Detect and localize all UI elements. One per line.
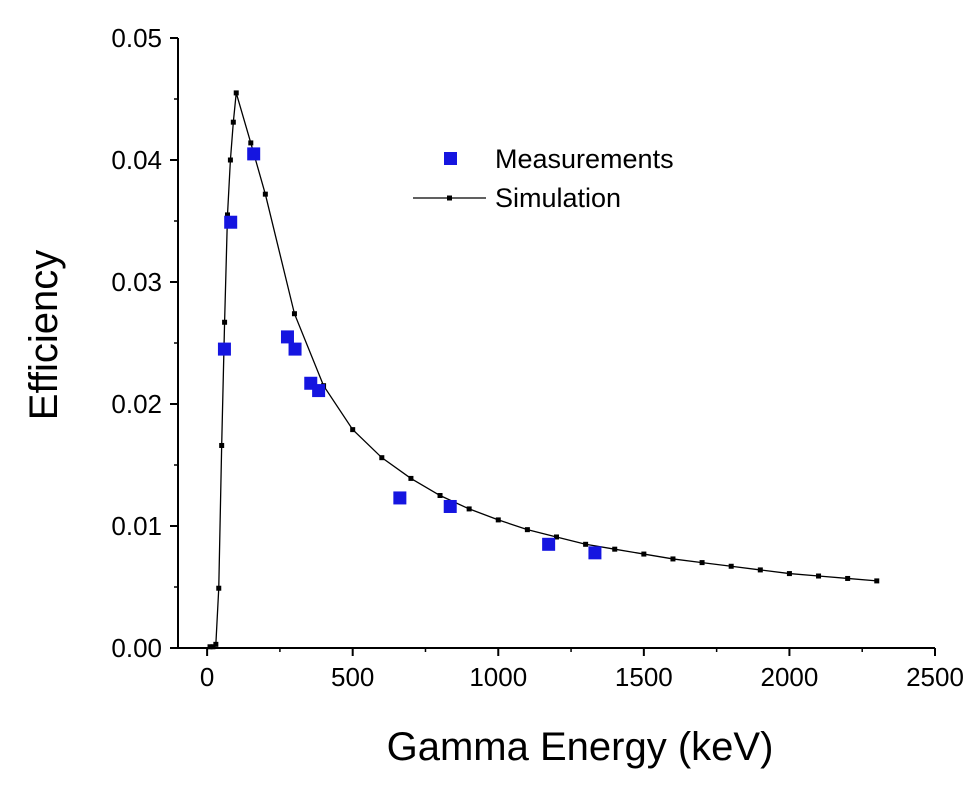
simulation-point <box>466 506 472 512</box>
simulation-point <box>230 119 236 125</box>
y-tick-label: 0.00 <box>111 633 162 663</box>
legend-simulation-marker <box>447 195 452 201</box>
measurement-point <box>217 342 231 356</box>
measurement-point <box>588 546 602 560</box>
simulation-point <box>641 551 647 557</box>
simulation-point <box>845 575 851 581</box>
simulation-point <box>216 585 222 591</box>
simulation-point <box>213 641 219 647</box>
measurement-point <box>288 342 302 356</box>
simulation-point <box>350 427 356 433</box>
measurement-point <box>443 499 457 513</box>
series-layer <box>207 90 880 650</box>
simulation-point <box>786 571 792 577</box>
simulation-point <box>291 311 297 317</box>
y-tick-label: 0.01 <box>111 511 162 541</box>
simulation-point <box>210 644 216 650</box>
y-tick-label: 0.05 <box>111 23 162 53</box>
simulation-point <box>816 573 822 579</box>
simulation-point <box>379 455 385 461</box>
measurement-point <box>393 491 407 505</box>
x-tick-label: 2500 <box>906 662 964 692</box>
simulation-point <box>408 475 414 481</box>
simulation-point <box>495 517 501 523</box>
simulation-point <box>227 157 233 163</box>
measurement-point <box>224 215 238 229</box>
x-tick-label: 0 <box>200 662 214 692</box>
simulation-point <box>612 546 618 552</box>
y-axis-title: Efficiency <box>22 250 66 420</box>
legend-simulation-label: Simulation <box>495 183 621 213</box>
simulation-point <box>699 560 705 566</box>
x-tick-label: 1000 <box>469 662 527 692</box>
y-tick-label: 0.03 <box>111 267 162 297</box>
y-tick-label: 0.02 <box>111 389 162 419</box>
legend-measurements-marker <box>444 152 457 165</box>
simulation-point <box>437 493 443 498</box>
simulation-point <box>524 527 530 533</box>
simulation-point <box>670 556 676 562</box>
simulation-point <box>728 563 734 569</box>
x-tick-label: 500 <box>331 662 374 692</box>
simulation-point <box>207 644 213 650</box>
x-tick-label: 2000 <box>761 662 819 692</box>
simulation-line <box>210 92 877 648</box>
x-tick-label: 1500 <box>615 662 673 692</box>
simulation-point <box>554 534 559 540</box>
legend-measurements-label: Measurements <box>495 144 674 174</box>
simulation-point <box>757 567 763 573</box>
simulation-point <box>583 541 589 547</box>
measurement-point <box>247 147 261 161</box>
measurement-point <box>542 537 556 551</box>
simulation-point <box>248 140 254 146</box>
measurement-point <box>312 384 326 398</box>
simulation-point <box>224 212 230 218</box>
simulation-point <box>874 578 880 584</box>
simulation-point <box>219 442 225 448</box>
simulation-point <box>262 191 268 197</box>
simulation-point <box>233 90 239 96</box>
x-axis-title: Gamma Energy (keV) <box>387 725 774 769</box>
y-tick-label: 0.04 <box>111 145 162 175</box>
axes: 0 500 1000 1500 2000 2500 0.00 0.01 0.02 0.03 0.04… <box>111 23 964 692</box>
legend: Measurements Simulation <box>413 144 674 213</box>
simulation-point <box>222 319 228 325</box>
measurement-point <box>280 330 294 344</box>
